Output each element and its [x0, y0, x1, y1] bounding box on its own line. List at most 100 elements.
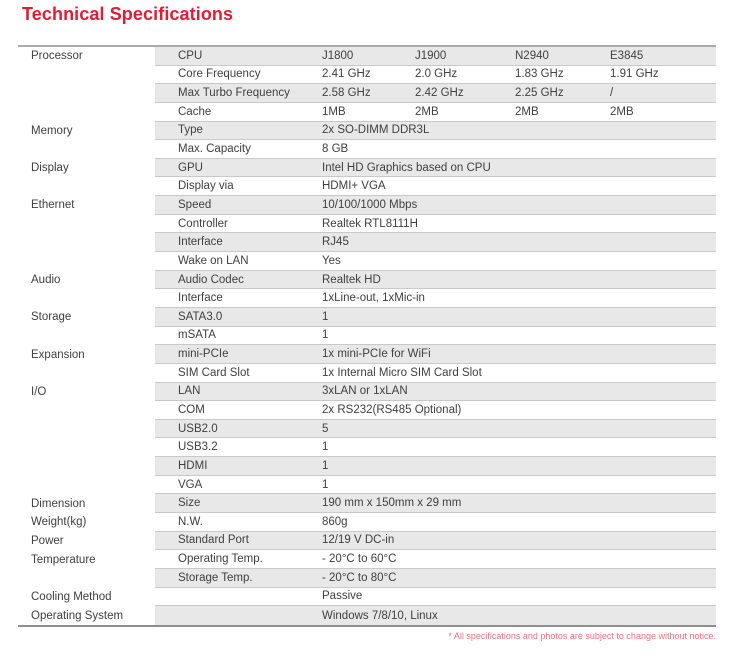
table-row: SIM Card Slot 1x Internal Micro SIM Card …: [18, 363, 716, 383]
row-band: HDMI 1: [155, 457, 716, 476]
row-band: Type 2x SO-DIMM DDR3L: [155, 121, 716, 141]
row-values: 1: [322, 460, 716, 472]
row-category: Expansion: [18, 345, 155, 364]
row-band: Max. Capacity 8 GB: [155, 140, 716, 159]
row-label: Wake on LAN: [178, 254, 249, 267]
table-row: USB2.0 5: [18, 419, 716, 439]
row-category: [18, 177, 155, 197]
row-label: Audio Codec: [178, 273, 244, 286]
row-value: 1xLine-out, 1xMic-in: [322, 292, 425, 305]
row-values: - 20°C to 60°C: [322, 553, 716, 565]
row-band: Wake on LAN Yes: [155, 252, 716, 271]
table-row: Controller Realtek RTL8111H: [18, 214, 716, 234]
row-values: 860g: [322, 516, 716, 528]
row-values: 2.41 GHz 2.0 GHz 1.83 GHz 1.91 GHz: [322, 68, 716, 80]
row-value: 5: [322, 422, 329, 435]
row-label: Cache: [178, 105, 212, 118]
row-values: 1x Internal Micro SIM Card Slot: [322, 367, 716, 379]
row-band: GPU Intel HD Graphics based on CPU: [155, 158, 716, 178]
row-category: [18, 457, 155, 476]
row-category: [18, 214, 155, 234]
row-category: I/O: [18, 382, 155, 402]
row-value: 3xLAN or 1xLAN: [322, 385, 408, 398]
row-values: 1: [322, 441, 716, 453]
row-value: Realtek HD: [322, 273, 381, 286]
row-label: N.W.: [178, 515, 203, 528]
row-value: Windows 7/8/10, Linux: [322, 609, 438, 622]
row-band: Size 190 mm x 150mm x 29 mm: [155, 494, 716, 514]
row-band: Standard Port 12/19 V DC-in: [155, 531, 716, 551]
row-value: 2.41 GHz: [322, 68, 371, 81]
row-band: USB3.2 1: [155, 438, 716, 458]
row-values: 1xLine-out, 1xMic-in: [322, 292, 716, 304]
table-row: Cache 1MB 2MB 2MB 2MB: [18, 102, 716, 122]
row-value: 1x Internal Micro SIM Card Slot: [322, 366, 482, 379]
row-band: Windows 7/8/10, Linux: [155, 606, 716, 625]
row-label: Core Frequency: [178, 68, 261, 81]
row-values: 1: [322, 479, 716, 491]
row-value: J1900: [415, 49, 447, 62]
row-label: Max Turbo Frequency: [178, 87, 290, 100]
table-row: USB3.2 1: [18, 438, 716, 458]
page-title: Technical Specifications: [22, 4, 234, 24]
row-value: - 20°C to 60°C: [322, 553, 397, 566]
row-value: 1x mini-PCIe for WiFi: [322, 348, 431, 361]
row-category: Display: [18, 158, 155, 178]
row-label: mini-PCIe: [178, 348, 229, 361]
row-band: mini-PCIe 1x mini-PCIe for WiFi: [155, 345, 716, 364]
table-row: Dimension Size 190 mm x 150mm x 29 mm: [18, 494, 716, 514]
row-values: 10/100/1000 Mbps: [322, 199, 716, 211]
row-value: 1MB: [322, 105, 346, 118]
row-value: - 20°C to 80°C: [322, 571, 397, 584]
row-category: Storage: [18, 307, 155, 327]
table-row: Storage Temp. - 20°C to 80°C: [18, 568, 716, 588]
row-label: COM: [178, 403, 205, 416]
row-band: Interface RJ45: [155, 233, 716, 253]
row-value: 1: [322, 478, 329, 491]
table-row: Operating System Windows 7/8/10, Linux: [18, 606, 716, 625]
row-category: [18, 363, 155, 383]
table-row: Display GPU Intel HD Graphics based on CPU: [18, 158, 716, 178]
row-category: [18, 438, 155, 458]
table-row: Max. Capacity 8 GB: [18, 140, 716, 159]
row-band: Storage Temp. - 20°C to 80°C: [155, 568, 716, 588]
row-value: 1.91 GHz: [610, 68, 659, 81]
table-row: mSATA 1: [18, 326, 716, 346]
row-category: [18, 65, 155, 85]
table-row: Cooling Method Passive: [18, 587, 716, 607]
row-label: mSATA: [178, 329, 216, 342]
row-value: 860g: [322, 515, 348, 528]
row-category: Processor: [18, 47, 155, 66]
row-value: 1: [322, 459, 329, 472]
row-values: RJ45: [322, 236, 716, 248]
row-value: 2MB: [515, 105, 539, 118]
row-label: CPU: [178, 49, 203, 62]
row-label: Interface: [178, 292, 223, 305]
row-value: 10/100/1000 Mbps: [322, 198, 418, 211]
row-label: Speed: [178, 198, 212, 211]
table-row: I/O LAN 3xLAN or 1xLAN: [18, 382, 716, 402]
row-value: 8 GB: [322, 143, 349, 156]
row-value: 2x SO-DIMM DDR3L: [322, 124, 430, 137]
row-label: Max. Capacity: [178, 143, 251, 156]
row-band: N.W. 860g: [155, 513, 716, 532]
row-value: 12/19 V DC-in: [322, 534, 395, 547]
row-values: 1: [322, 329, 716, 341]
row-label: Operating Temp.: [178, 553, 263, 566]
row-label: Size: [178, 497, 201, 510]
table-row: Interface 1xLine-out, 1xMic-in: [18, 289, 716, 308]
row-value: J1800: [322, 49, 354, 62]
row-value: 1: [322, 310, 329, 323]
row-values: 1MB 2MB 2MB 2MB: [322, 106, 716, 118]
row-value: Yes: [322, 254, 341, 267]
row-band: Passive: [155, 587, 716, 607]
table-row: Storage SATA3.0 1: [18, 307, 716, 327]
row-category: [18, 233, 155, 253]
table-row: Power Standard Port 12/19 V DC-in: [18, 531, 716, 551]
row-label: LAN: [178, 385, 201, 398]
row-category: [18, 140, 155, 159]
row-label: USB3.2: [178, 441, 218, 454]
table-row: Temperature Operating Temp. - 20°C to 60°C: [18, 550, 716, 569]
row-category: Ethernet: [18, 196, 155, 215]
row-values: 190 mm x 150mm x 29 mm: [322, 497, 716, 509]
